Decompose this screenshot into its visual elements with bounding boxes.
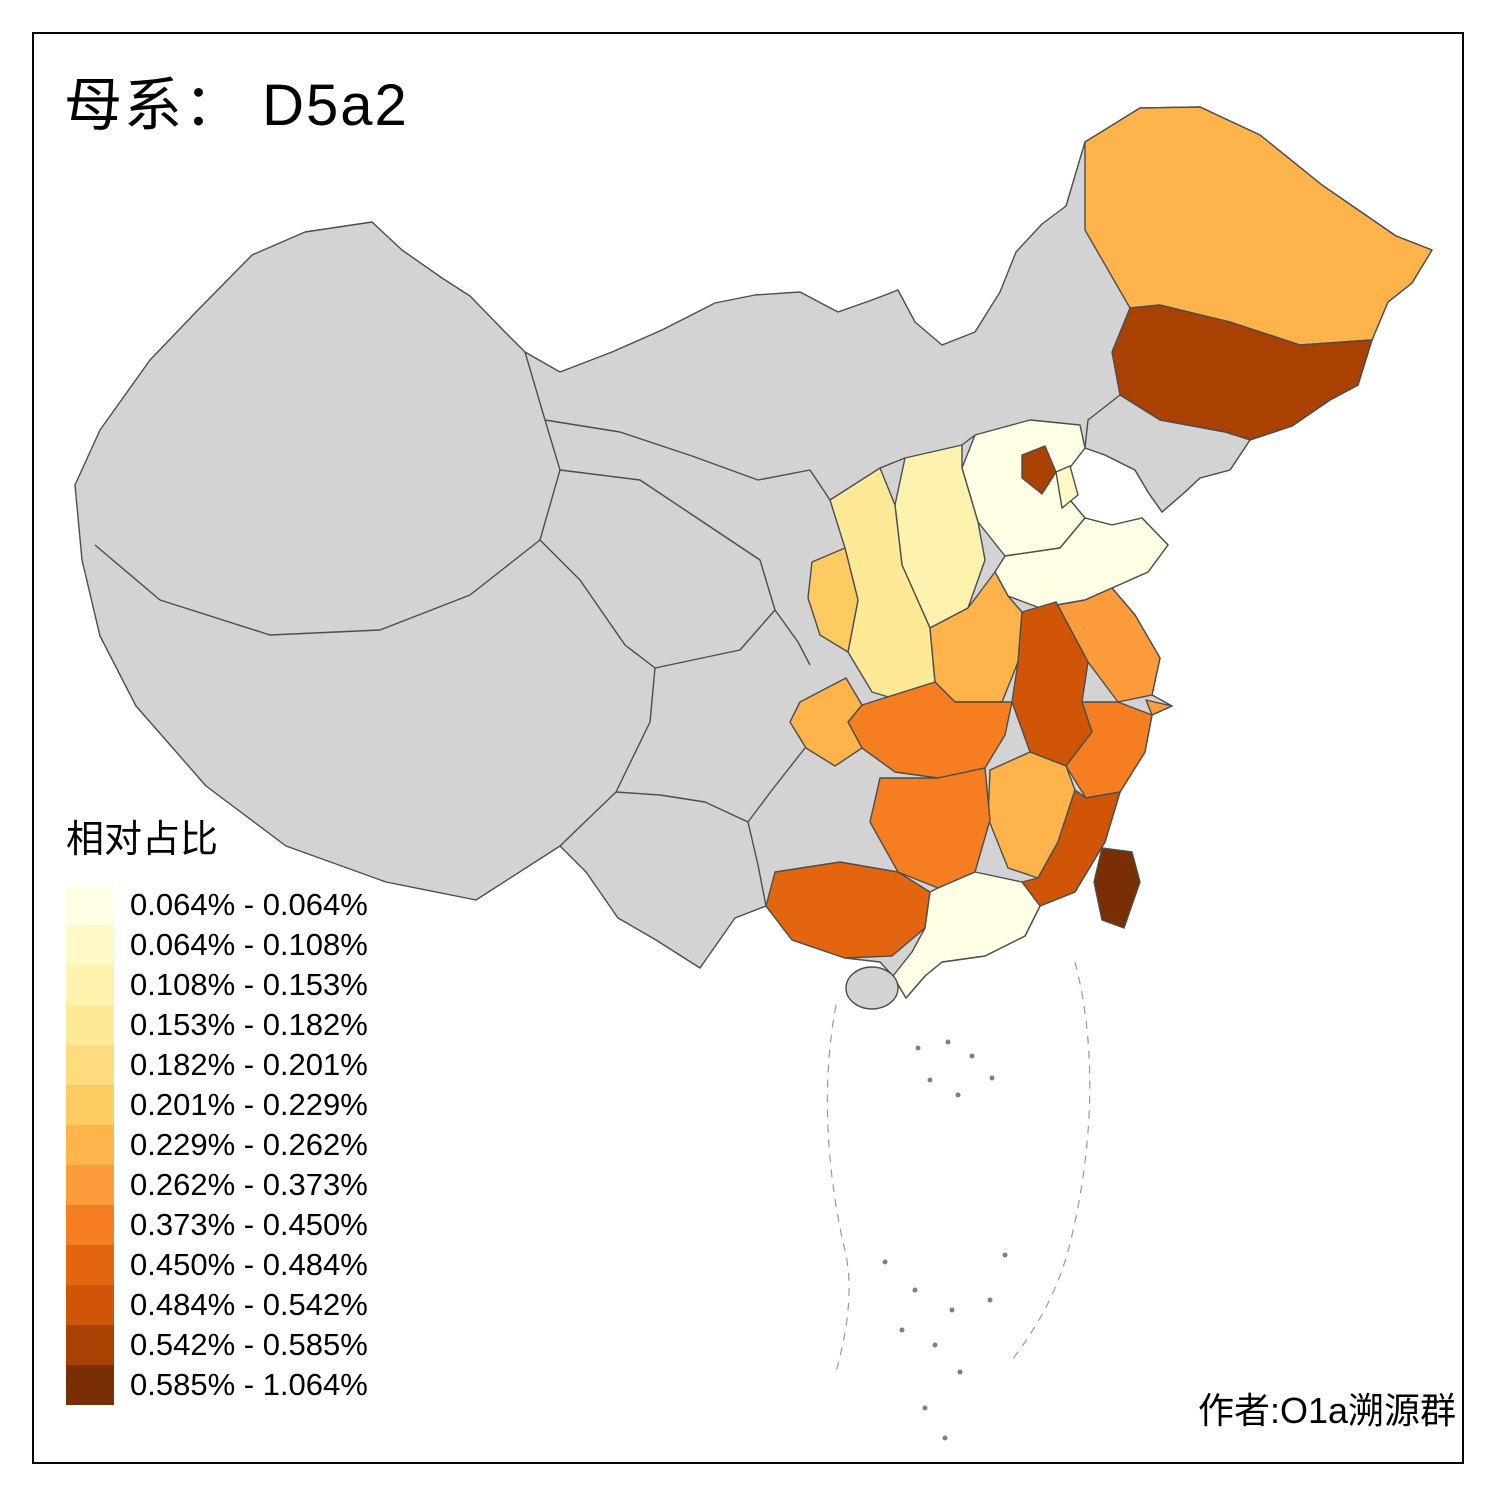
legend-swatch <box>66 1125 114 1165</box>
region-beijing <box>1021 445 1057 495</box>
region-guangxi <box>765 861 931 959</box>
legend-item: 0.108% - 0.153% <box>66 965 368 1005</box>
legend-label: 0.201% - 0.229% <box>130 1087 368 1122</box>
region-chongqing <box>789 677 863 767</box>
legend-item: 0.450% - 0.484% <box>66 1245 368 1285</box>
interior-province-borders <box>94 351 976 907</box>
legend-label: 0.484% - 0.542% <box>130 1287 368 1322</box>
legend-label: 0.373% - 0.450% <box>130 1207 368 1242</box>
sea-islets <box>882 1039 1008 1441</box>
legend-swatch <box>66 1205 114 1245</box>
legend-label: 0.262% - 0.373% <box>130 1167 368 1202</box>
legend-label: 0.542% - 0.585% <box>130 1327 368 1362</box>
legend-swatch <box>66 1365 114 1405</box>
legend-item: 0.484% - 0.542% <box>66 1285 368 1325</box>
legend-item: 0.585% - 1.064% <box>66 1365 368 1405</box>
legend-items: 0.064% - 0.064% 0.064% - 0.108% 0.108% - 0… <box>66 885 368 1405</box>
legend-item: 0.064% - 0.064% <box>66 885 368 925</box>
legend-item: 0.064% - 0.108% <box>66 925 368 965</box>
legend-swatch <box>66 1245 114 1285</box>
legend-label: 0.182% - 0.201% <box>130 1047 368 1082</box>
legend-swatch <box>66 925 114 965</box>
region-taiwan <box>1093 847 1141 929</box>
region-liaoning <box>1084 394 1251 513</box>
legend-item: 0.201% - 0.229% <box>66 1085 368 1125</box>
region-shanghai <box>1145 699 1173 716</box>
legend-swatch <box>66 1165 114 1205</box>
legend-swatch <box>66 885 114 925</box>
legend: 相对占比 0.064% - 0.064% 0.064% - 0.108% 0.108… <box>66 808 368 1405</box>
legend-item: 0.262% - 0.373% <box>66 1165 368 1205</box>
legend-swatch <box>66 1285 114 1325</box>
legend-item: 0.153% - 0.182% <box>66 1005 368 1045</box>
legend-label: 0.585% - 1.064% <box>130 1367 368 1402</box>
legend-swatch <box>66 1325 114 1365</box>
legend-item: 0.542% - 0.585% <box>66 1325 368 1365</box>
legend-label: 0.229% - 0.262% <box>130 1127 368 1162</box>
legend-label: 0.064% - 0.064% <box>130 887 368 922</box>
region-guangdong <box>892 871 1041 999</box>
attribution-text: 作者:O1a溯源群 <box>1197 1390 1456 1431</box>
legend-swatch <box>66 965 114 1005</box>
legend-swatch <box>66 1045 114 1085</box>
legend-label: 0.108% - 0.153% <box>130 967 368 1002</box>
region-ningxia <box>807 547 859 653</box>
region-hainan <box>845 966 899 1010</box>
sea-boundary-line-west <box>826 1004 850 1373</box>
legend-label: 0.450% - 0.484% <box>130 1247 368 1282</box>
page-title: 母系： D5a2 <box>64 73 409 138</box>
legend-label: 0.064% - 0.108% <box>130 927 368 962</box>
legend-item: 0.182% - 0.201% <box>66 1045 368 1085</box>
sea-boundary-line-east <box>1011 961 1091 1361</box>
legend-swatch <box>66 1085 114 1125</box>
legend-title: 相对占比 <box>66 819 219 861</box>
region-tianjin <box>1055 465 1079 509</box>
region-fujian <box>1021 789 1121 907</box>
legend-swatch <box>66 1005 114 1045</box>
legend-item: 0.373% - 0.450% <box>66 1205 368 1245</box>
legend-label: 0.153% - 0.182% <box>130 1007 368 1042</box>
legend-item: 0.229% - 0.262% <box>66 1125 368 1165</box>
